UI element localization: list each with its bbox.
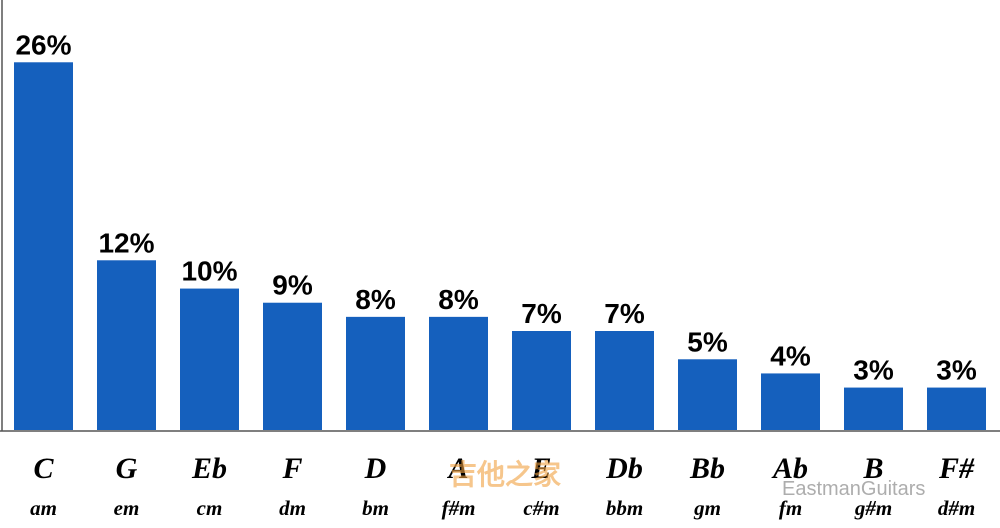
value-label: 9% — [272, 270, 313, 301]
bar — [263, 302, 322, 430]
watermark: EastmanGuitars — [782, 478, 925, 500]
x-tick-label: Bb — [689, 452, 725, 485]
value-label: 5% — [687, 326, 728, 357]
bar — [512, 331, 571, 430]
x-sub-label: am — [30, 496, 57, 520]
value-label: 8% — [438, 284, 479, 315]
x-tick-label: D — [364, 452, 387, 485]
x-tick-label: E — [530, 452, 551, 485]
x-sub-label: cm — [197, 496, 223, 520]
x-tick-label: Ab — [771, 452, 808, 485]
x-tick-label: Db — [605, 452, 643, 485]
value-label: 3% — [853, 355, 894, 386]
x-tick-label: F — [281, 452, 302, 485]
value-label: 12% — [98, 227, 154, 258]
value-label: 7% — [521, 298, 562, 329]
bar — [927, 387, 986, 430]
x-tick-label: F# — [938, 452, 975, 485]
x-tick-label: A — [446, 452, 468, 485]
value-label: 8% — [355, 284, 396, 315]
bar — [761, 373, 820, 430]
bar — [429, 316, 488, 430]
x-sub-label: em — [114, 496, 140, 520]
x-sub-label: gm — [693, 496, 721, 520]
value-label: 4% — [770, 340, 811, 371]
watermark: 吉他之家 — [449, 458, 561, 491]
x-tick-label: C — [33, 452, 54, 485]
value-label: 7% — [604, 298, 645, 329]
bar — [678, 359, 737, 430]
x-sub-label: f#m — [442, 496, 476, 520]
x-sub-label: bm — [362, 496, 389, 520]
x-tick-label: B — [862, 452, 883, 485]
value-label: 26% — [15, 29, 71, 60]
x-sub-label: g#m — [854, 496, 892, 520]
value-label: 3% — [936, 355, 977, 386]
x-sub-label: fm — [779, 496, 802, 520]
x-tick-label: G — [116, 452, 138, 485]
bar — [844, 387, 903, 430]
value-label: 10% — [181, 256, 237, 287]
bar — [346, 316, 405, 430]
x-sub-label: c#m — [523, 496, 559, 520]
bar — [97, 260, 156, 430]
bar — [14, 62, 73, 431]
x-sub-label: dm — [279, 496, 306, 520]
bar — [595, 331, 654, 430]
bar — [180, 288, 239, 430]
x-sub-label: bbm — [606, 496, 643, 520]
x-sub-label: d#m — [938, 496, 975, 520]
x-tick-label: Eb — [191, 452, 227, 485]
